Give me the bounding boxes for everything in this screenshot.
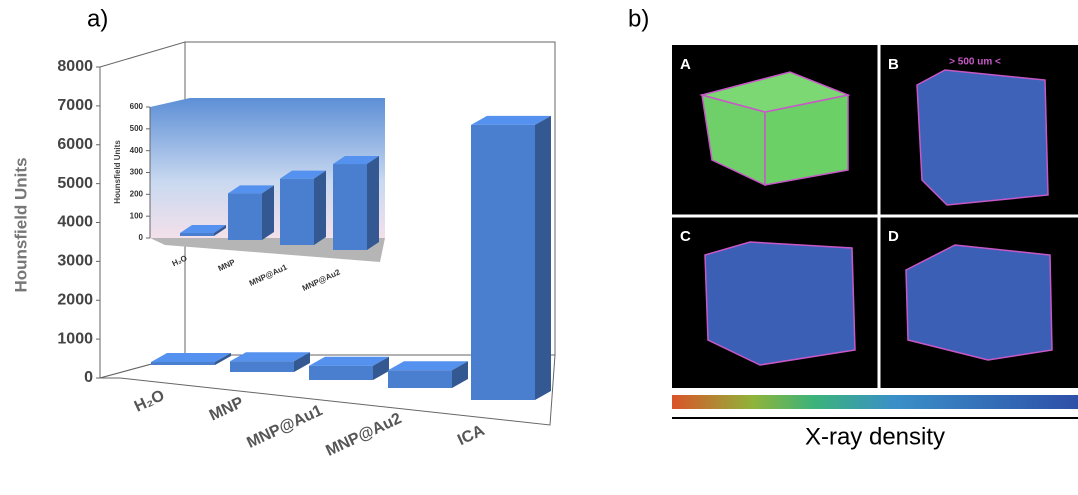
x-tick-label: MNP (207, 394, 247, 425)
bar (471, 124, 535, 400)
bar-top (471, 115, 551, 125)
colorbar-label: X-ray density (805, 423, 945, 450)
bar-top (388, 361, 468, 371)
bar-side (314, 170, 326, 245)
bar-top (333, 156, 379, 165)
bar (309, 365, 373, 380)
bar-top (180, 225, 226, 233)
panel-label: a) (87, 5, 108, 32)
bar (388, 370, 452, 388)
cube (699, 71, 851, 187)
y-tick-label: 7000 (57, 97, 93, 114)
y-tick-label: 400 (130, 146, 144, 155)
y-tick-label: 600 (130, 102, 144, 111)
y-tick-label: 1000 (57, 330, 93, 347)
bar-top (151, 353, 231, 362)
bar (228, 193, 262, 240)
bar-side (262, 185, 274, 240)
bar-side (215, 353, 231, 365)
y-tick-label: 200 (130, 189, 144, 198)
bar-side (535, 115, 551, 400)
cube (905, 244, 1053, 361)
bar-side (373, 356, 389, 380)
image-label: A (680, 56, 691, 73)
bar-top (280, 170, 326, 179)
bar (230, 361, 294, 372)
panel-label: b) (628, 5, 649, 32)
inset-floor (150, 238, 385, 262)
y-axis-label: Hounsfield Units (11, 157, 30, 292)
y-tick-label: 5000 (57, 175, 93, 192)
bar (333, 164, 367, 250)
x-tick-label: H₂O (132, 387, 167, 416)
y-tick-label: 300 (130, 168, 144, 177)
cube (704, 241, 856, 366)
bar-side (294, 352, 310, 372)
bar-side (214, 225, 226, 236)
bar (151, 362, 215, 365)
y-tick-label: 500 (130, 124, 144, 133)
x-tick-label: MNP@Au2 (323, 410, 404, 460)
inset-y-label: Hounsfield Units (113, 140, 122, 204)
y-tick-label: 3000 (57, 253, 93, 270)
bar-top (228, 185, 274, 194)
image-label: C (680, 228, 691, 245)
image-label: B (888, 56, 899, 73)
y-tick-label: 4000 (57, 214, 93, 231)
image-label: D (888, 228, 899, 245)
y-tick-label: 0 (139, 233, 144, 242)
x-tick-label: ICA (455, 422, 488, 449)
y-tick-label: 8000 (57, 58, 93, 75)
bar-top (309, 356, 389, 366)
colorbar (672, 395, 1078, 409)
y-tick-label: 2000 (57, 291, 93, 308)
cube (916, 69, 1049, 206)
y-tick-label: 0 (84, 369, 93, 386)
bar (180, 233, 214, 236)
bar (280, 178, 314, 245)
x-tick-label: MNP@Au1 (244, 402, 325, 452)
annotation: > 500 um < (949, 57, 1001, 68)
inset-wall (150, 98, 385, 238)
bar-top (230, 352, 310, 362)
bar-side (367, 156, 379, 250)
y-tick-label: 6000 (57, 136, 93, 153)
bar-side (452, 361, 468, 388)
y-tick-label: 100 (130, 211, 144, 220)
